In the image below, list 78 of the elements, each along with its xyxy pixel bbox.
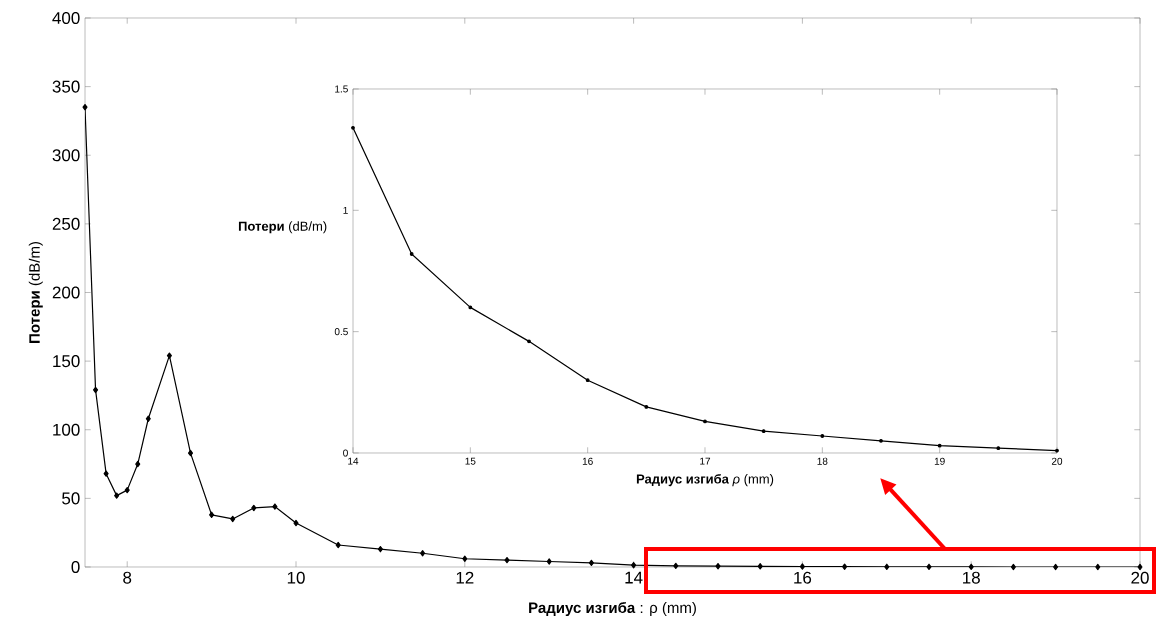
point xyxy=(504,556,510,564)
x-tick-label: 19 xyxy=(934,457,945,465)
point xyxy=(879,438,883,443)
point xyxy=(103,470,109,477)
point xyxy=(251,504,257,512)
point xyxy=(884,563,890,571)
point xyxy=(799,563,805,570)
point xyxy=(377,545,383,553)
x-tick-label: 16 xyxy=(794,571,812,584)
point xyxy=(187,449,194,457)
point xyxy=(527,339,531,344)
y-tick-label: 0 xyxy=(343,449,348,457)
point xyxy=(546,558,552,565)
y-tick-label: 0 xyxy=(71,560,80,574)
point xyxy=(230,515,236,523)
point xyxy=(715,562,721,570)
point xyxy=(996,446,1001,451)
point xyxy=(673,562,679,570)
y-tick-label: 150 xyxy=(53,355,80,368)
point xyxy=(166,352,172,359)
point xyxy=(420,550,426,557)
point xyxy=(585,378,590,383)
point xyxy=(209,511,215,519)
y-tick-label: 100 xyxy=(53,423,80,436)
point xyxy=(926,563,932,571)
y-tick-label: 350 xyxy=(52,80,80,93)
x-tick-label: 8 xyxy=(123,571,132,584)
y-tick-label: 1 xyxy=(343,206,348,214)
point xyxy=(1055,448,1059,453)
point xyxy=(135,460,141,468)
point xyxy=(968,563,974,571)
point xyxy=(145,415,151,422)
point xyxy=(82,104,88,111)
point xyxy=(1137,563,1143,571)
point xyxy=(351,125,355,130)
x-tick-label: 14 xyxy=(625,571,643,584)
point xyxy=(124,486,130,494)
x-tick-label: 12 xyxy=(456,571,474,584)
x-tick-label: 16 xyxy=(582,457,593,465)
point xyxy=(468,305,473,310)
y-tick-label: 0.5 xyxy=(334,328,348,336)
point xyxy=(820,434,825,438)
point xyxy=(842,563,848,570)
y-tick-label: 400 xyxy=(52,11,80,25)
point xyxy=(1095,563,1101,571)
y-tick-label: 300 xyxy=(52,149,80,162)
point xyxy=(462,555,468,562)
point xyxy=(272,503,278,510)
point xyxy=(644,404,649,409)
x-tick-label: 15 xyxy=(465,457,476,465)
point xyxy=(631,562,637,569)
point xyxy=(293,519,299,527)
x-tick-label: 18 xyxy=(817,457,828,465)
x-tick-label: 20 xyxy=(1051,457,1063,465)
x-tick-label: 14 xyxy=(348,457,359,465)
x-tick-label: 17 xyxy=(700,457,711,465)
y-axis-title: Потери (dB/m) xyxy=(238,221,327,234)
point xyxy=(703,419,707,424)
y-tick-label: 50 xyxy=(62,492,80,505)
x-axis-title: Радиус изгиба ρ (mm) xyxy=(636,473,774,487)
point xyxy=(93,386,99,394)
point xyxy=(409,252,414,256)
y-axis-title: Потери (dB/m) xyxy=(28,242,43,343)
point xyxy=(757,563,763,570)
y-tick-label: 250 xyxy=(52,217,80,230)
y-tick-label: 200 xyxy=(52,286,80,299)
point xyxy=(761,429,766,434)
y-tick-label: 1.5 xyxy=(335,85,348,93)
point xyxy=(1053,563,1059,571)
x-axis-title: Радиус изгиба : ρ (mm) xyxy=(529,601,696,617)
x-tick-label: 10 xyxy=(287,571,305,584)
point xyxy=(937,443,942,448)
x-tick-label: 20 xyxy=(1131,571,1149,584)
point xyxy=(114,492,120,499)
point xyxy=(588,559,594,567)
x-tick-label: 18 xyxy=(963,571,980,584)
point xyxy=(1010,563,1016,571)
point xyxy=(335,541,341,549)
